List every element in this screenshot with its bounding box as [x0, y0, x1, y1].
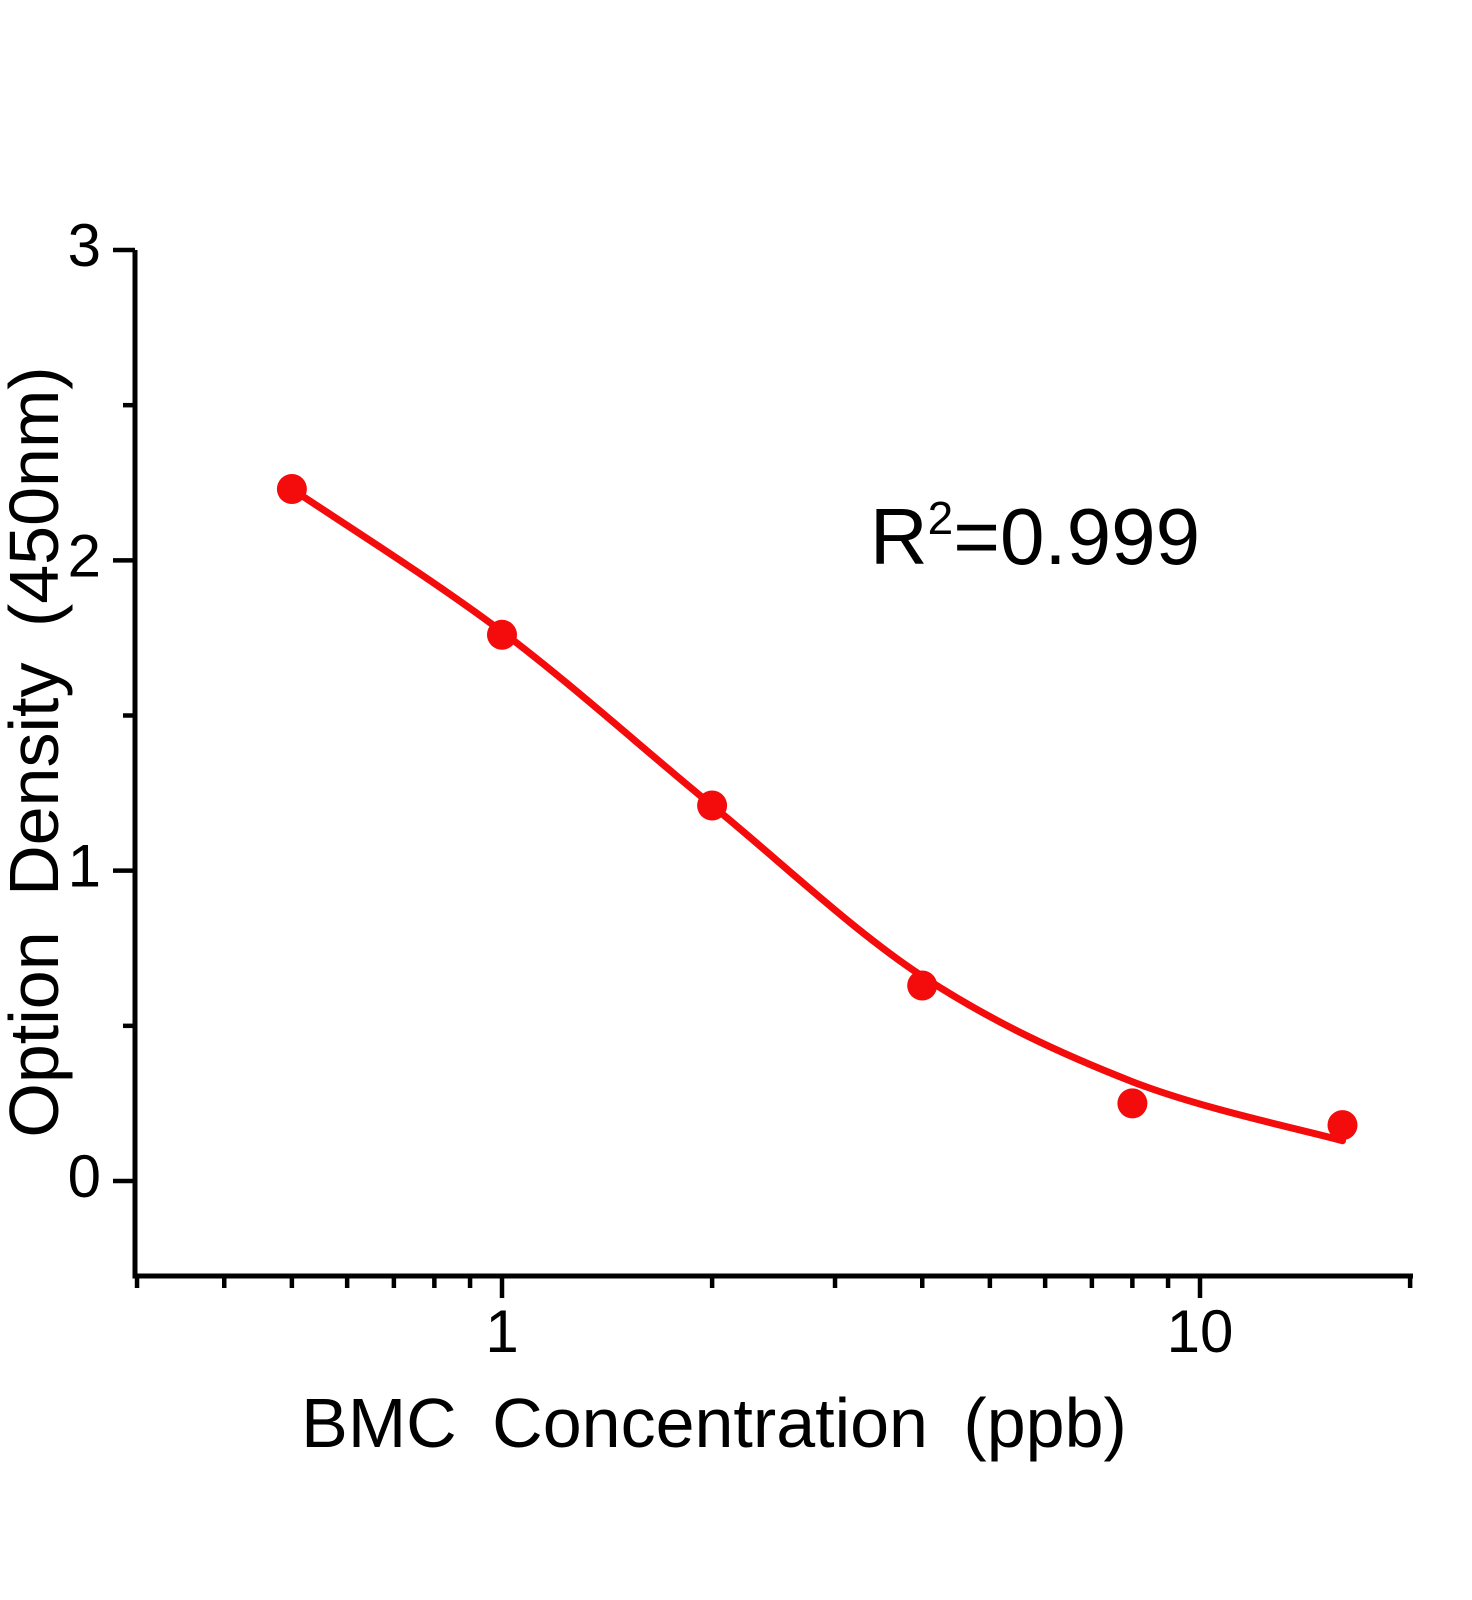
y-tick-label: 1 — [68, 833, 101, 900]
x-tick-label: 10 — [1167, 1298, 1234, 1365]
data-point — [1327, 1110, 1358, 1141]
data-point — [697, 790, 728, 821]
x-tick-label: 1 — [485, 1298, 518, 1365]
fit-curve — [288, 485, 1346, 1145]
ticks-layer — [113, 247, 1413, 1298]
data-point — [1117, 1088, 1148, 1119]
r-squared-annotation: R2=0.999 — [870, 492, 1200, 581]
axes-layer — [132, 250, 1413, 1279]
data-point — [907, 970, 938, 1001]
tick-labels-layer: 1 10 0 1 2 3 — [68, 212, 1234, 1365]
annotation-rest: =0.999 — [953, 492, 1200, 581]
y-tick-label: 2 — [68, 522, 101, 589]
data-point — [276, 474, 307, 504]
x-axis-title: BMC Concentration (ppb) — [301, 1384, 1127, 1462]
annotation-base: R — [870, 492, 928, 581]
y-tick-label: 3 — [68, 212, 101, 279]
y-tick-label: 0 — [68, 1143, 101, 1210]
annotation-superscript: 2 — [928, 492, 954, 544]
data-point — [487, 619, 517, 650]
y-axis-title: Option Density (450nm) — [0, 366, 73, 1137]
series-layer — [276, 474, 1358, 1145]
